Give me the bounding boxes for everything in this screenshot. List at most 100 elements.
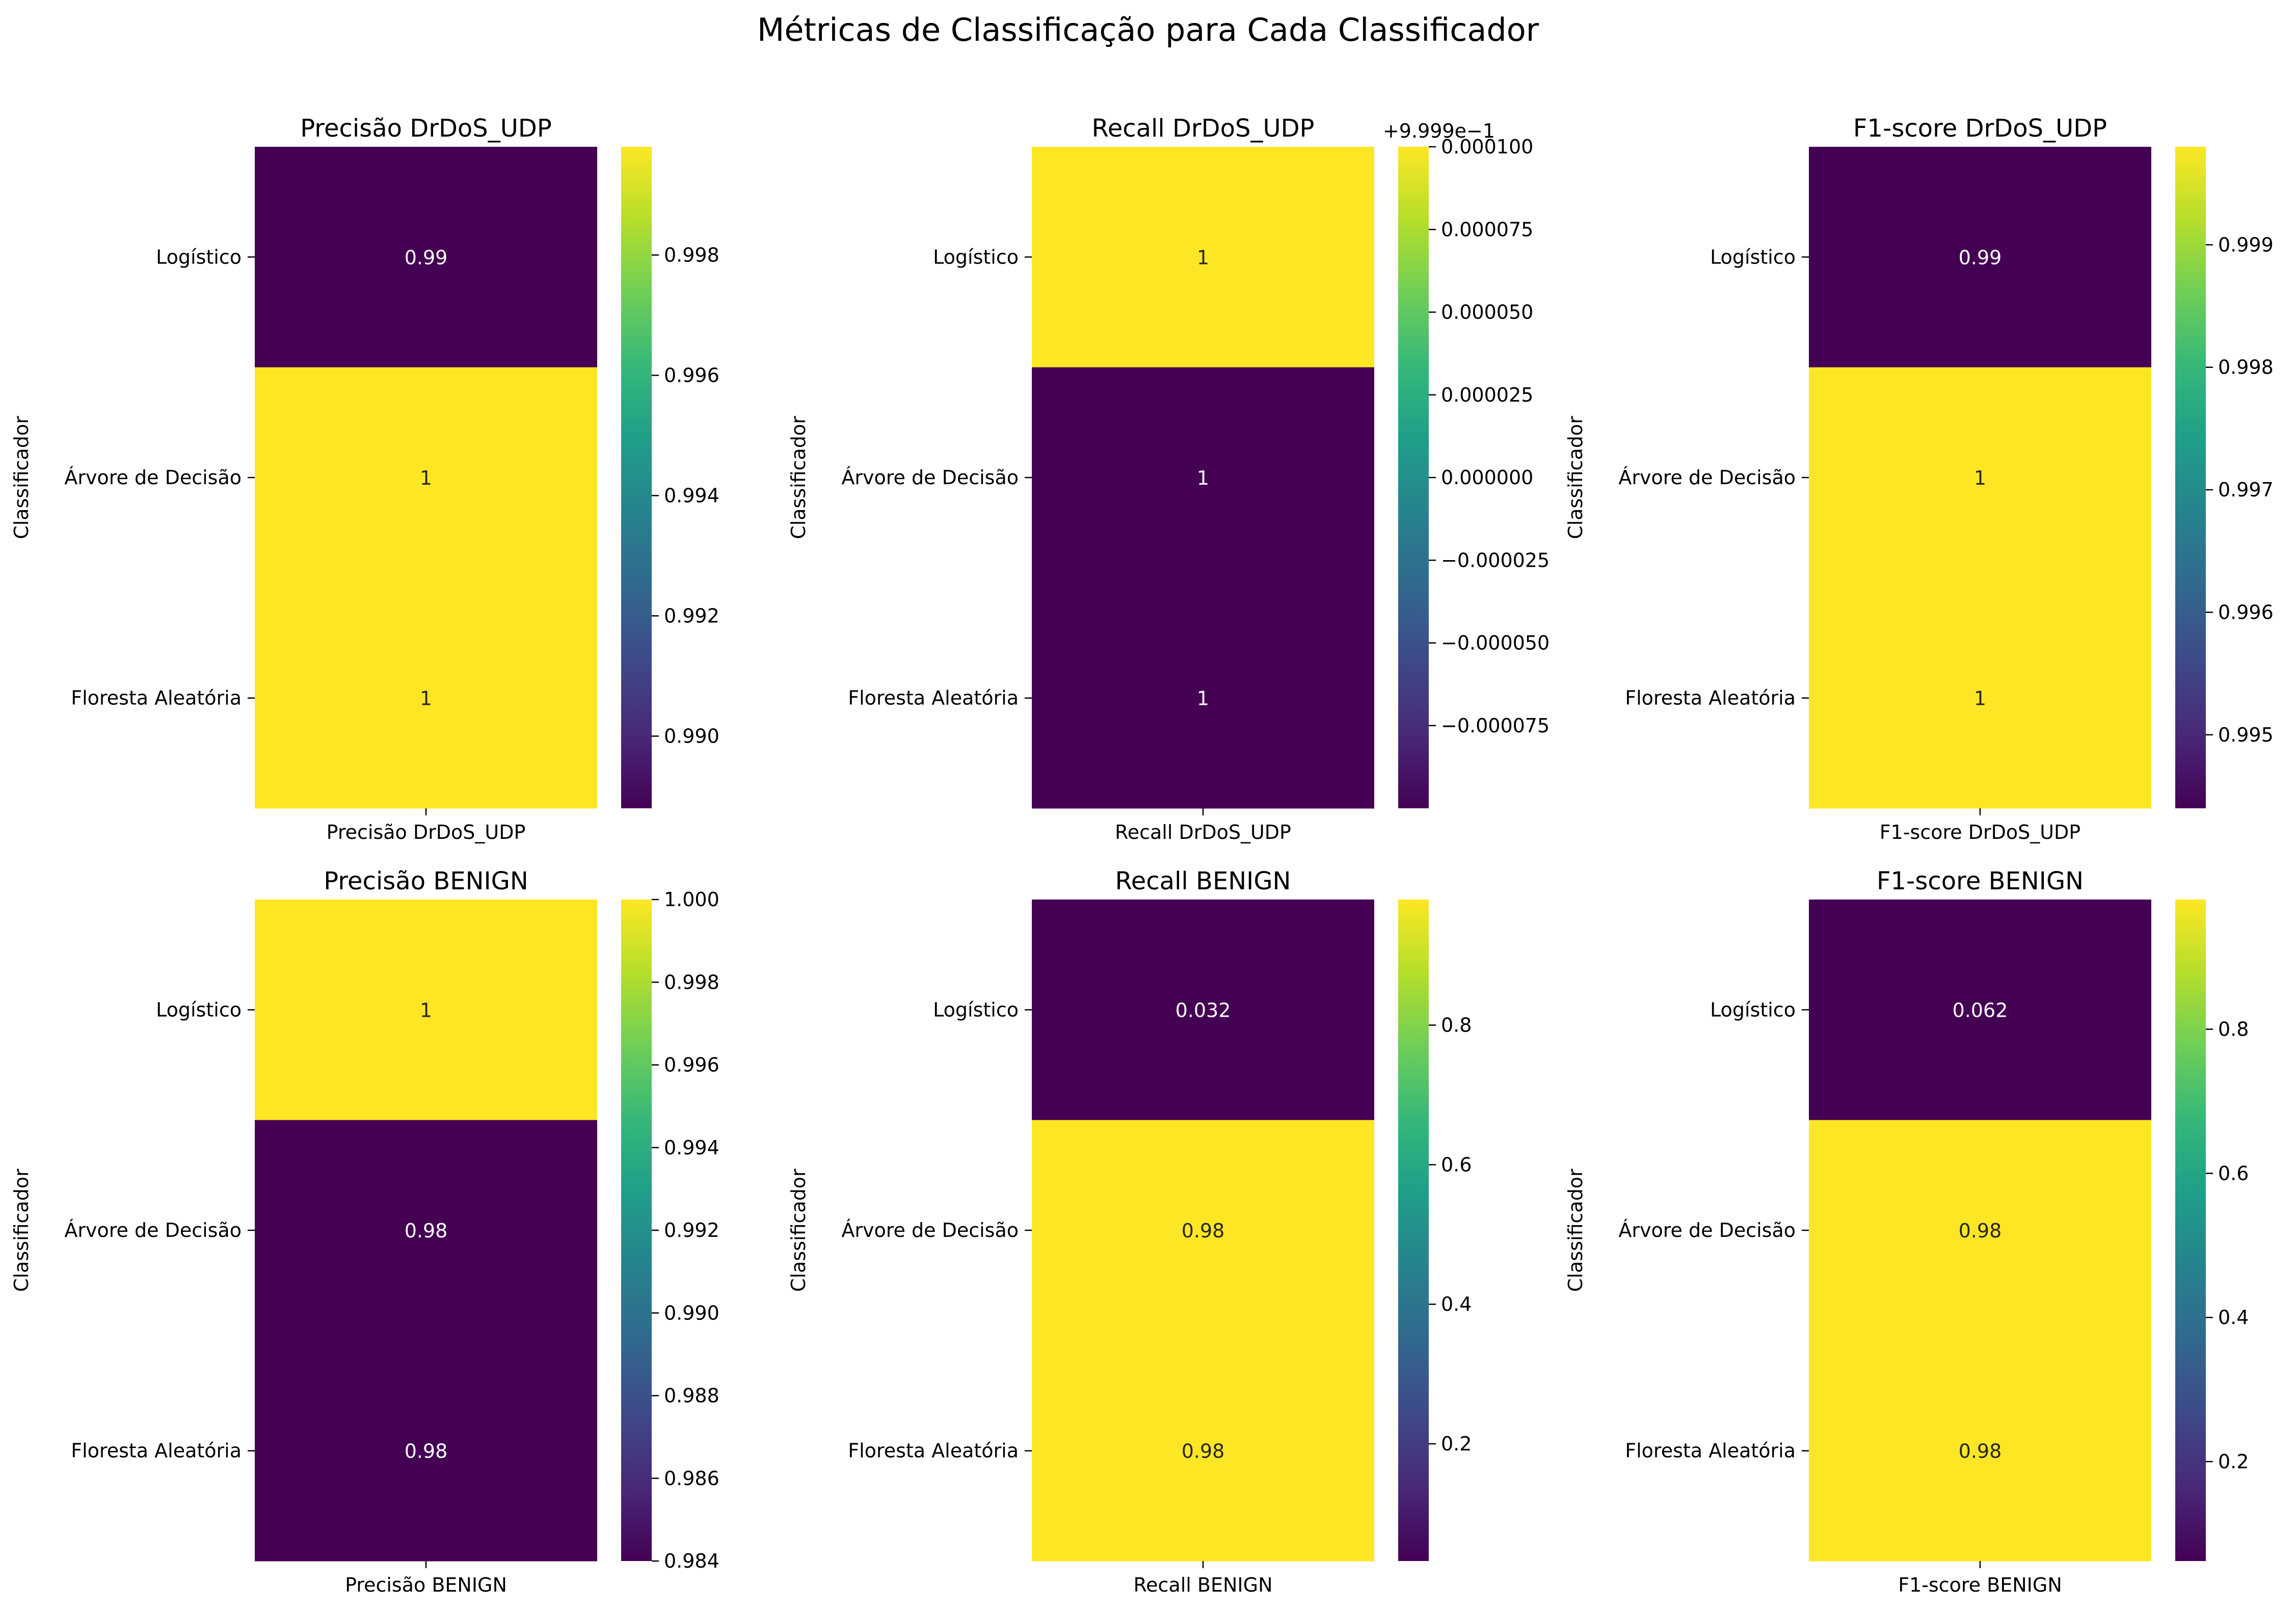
cell-annotation: 0.98 [1959,1220,2002,1242]
colorbar-tick-label: 1.000 [664,888,719,911]
y-axis-label: Classificador [10,416,33,539]
colorbar-tick-label: 0.986 [664,1467,719,1490]
colorbar-tick-label: 0.996 [664,364,719,386]
colorbar-tick-label: 0.000025 [1441,384,1533,406]
heatmap-cell [1032,588,1374,809]
heatmap-cell [1809,1340,2151,1562]
figure-title: Métricas de Classificação para Cada Clas… [757,11,1539,48]
heatmap-cell [255,588,597,809]
cell-annotation: 1 [1974,688,1986,710]
cell-annotation: 1 [420,467,432,489]
y-tick-label: Árvore de Decisão [1618,1219,1796,1241]
subplot-title: F1-score DrDoS_UDP [1853,114,2107,143]
y-tick-label: Logístico [933,246,1019,268]
y-tick-label: Floresta Aleatória [848,1440,1019,1462]
heatmap-cell [1809,900,2151,1121]
heatmap-cell [1032,1340,1374,1562]
colorbar-tick-label: 0.996 [664,1054,719,1076]
heatmap-cell [255,900,597,1121]
colorbar-tick-label: 0.999 [2218,233,2274,256]
y-axis-label: Classificador [1564,416,1587,539]
heatmap-cell [1809,1120,2151,1341]
cell-annotation: 1 [1197,467,1209,489]
colorbar [2175,147,2206,808]
heatmap-cell [1809,588,2151,809]
colorbar-tick-label: 0.992 [664,604,719,627]
colorbar-tick-label: 0.4 [1441,1293,1472,1315]
cell-annotation: 0.99 [1959,246,2002,269]
cell-annotation: 0.98 [1959,1440,2002,1463]
cell-annotation: 0.062 [1953,999,2008,1021]
cell-annotation: 1 [420,999,432,1021]
y-tick-label: Árvore de Decisão [841,1219,1019,1241]
heatmap-cell [1032,147,1374,368]
heatmap-cell [1032,1120,1374,1341]
colorbar-tick-label: 0.994 [664,484,719,507]
y-tick-label: Floresta Aleatória [1625,687,1796,709]
x-tick-label: Precisão BENIGN [345,1574,507,1596]
colorbar-tick-label: 0.990 [664,1302,719,1324]
cell-annotation: 0.032 [1176,999,1231,1021]
colorbar-tick-label: 0.988 [664,1385,719,1407]
colorbar [1398,900,1429,1561]
cell-annotation: 0.98 [1182,1220,1225,1242]
y-tick-label: Logístico [156,246,242,268]
heatmap-cell [255,367,597,588]
colorbar-tick-label: −0.000025 [1441,549,1550,571]
colorbar-tick-label: 0.998 [664,244,719,266]
heatmap-cell [1809,147,2151,368]
subplot-title: Precisão DrDoS_UDP [300,114,552,143]
y-axis-label: Classificador [787,1169,810,1292]
heatmap-cell [255,1340,597,1562]
colorbar-tick-label: 0.996 [2218,601,2274,623]
colorbar-tick-label: 0.000100 [1441,136,1533,158]
cell-annotation: 0.98 [405,1440,448,1463]
cell-annotation: 1 [1197,246,1209,269]
y-tick-label: Logístico [933,998,1019,1021]
colorbar-tick-label: 0.992 [664,1219,719,1241]
y-axis-label: Classificador [787,416,810,539]
colorbar-tick-label: 0.000075 [1441,218,1533,241]
heatmap-cell [255,147,597,368]
cell-annotation: 0.98 [405,1220,448,1242]
colorbar-tick-label: 0.8 [1441,1014,1472,1036]
colorbar-tick-label: 0.997 [2218,479,2274,501]
y-tick-label: Floresta Aleatória [71,1440,242,1462]
colorbar-tick-label: 0.984 [664,1550,719,1572]
colorbar-tick-label: 0.998 [664,971,719,993]
cell-annotation: 0.99 [405,246,448,269]
y-tick-label: Floresta Aleatória [1625,1440,1796,1462]
heatmap-cell [255,1120,597,1341]
colorbar-tick-label: 0.6 [1441,1153,1472,1176]
cell-annotation: 1 [420,688,432,710]
colorbar [621,147,652,808]
x-tick-label: F1-score DrDoS_UDP [1880,821,2080,843]
y-axis-label: Classificador [10,1169,33,1292]
colorbar-tick-label: 0.4 [2218,1306,2249,1329]
subplot-3: F1-score DrDoS_UDP 0.99 Logístico 1 Árvore d… [1564,114,2274,843]
subplot-2: Recall DrDoS_UDP 1 Logístico 1 Árvore de Dec… [787,114,1550,843]
y-tick-label: Árvore de Decisão [841,466,1019,489]
x-tick-label: Precisão DrDoS_UDP [327,821,526,843]
subplot-title: Recall BENIGN [1115,867,1291,895]
colorbar-tick-label: −0.000050 [1441,632,1550,654]
colorbar-tick-label: 0.2 [2218,1450,2249,1473]
cell-annotation: 0.98 [1182,1440,1225,1463]
subplot-title: F1-score BENIGN [1877,867,2084,895]
colorbar-tick-label: 0.000050 [1441,301,1533,324]
heatmap-cell [1809,367,2151,588]
x-tick-label: F1-score BENIGN [1898,1574,2062,1596]
x-tick-label: Recall BENIGN [1133,1574,1272,1596]
subplot-title: Precisão BENIGN [324,867,528,895]
colorbar-tick-label: −0.000075 [1441,715,1550,737]
x-tick-label: Recall DrDoS_UDP [1115,821,1291,843]
colorbar-tick-label: 0.994 [664,1137,719,1159]
colorbar [1398,147,1429,808]
cell-annotation: 1 [1197,688,1209,710]
colorbar-tick-label: 0.998 [2218,356,2274,379]
subplot-title: Recall DrDoS_UDP [1092,114,1315,143]
colorbar-tick-label: 0.990 [664,725,719,747]
y-tick-label: Logístico [156,998,242,1021]
heatmap-cell [1032,367,1374,588]
